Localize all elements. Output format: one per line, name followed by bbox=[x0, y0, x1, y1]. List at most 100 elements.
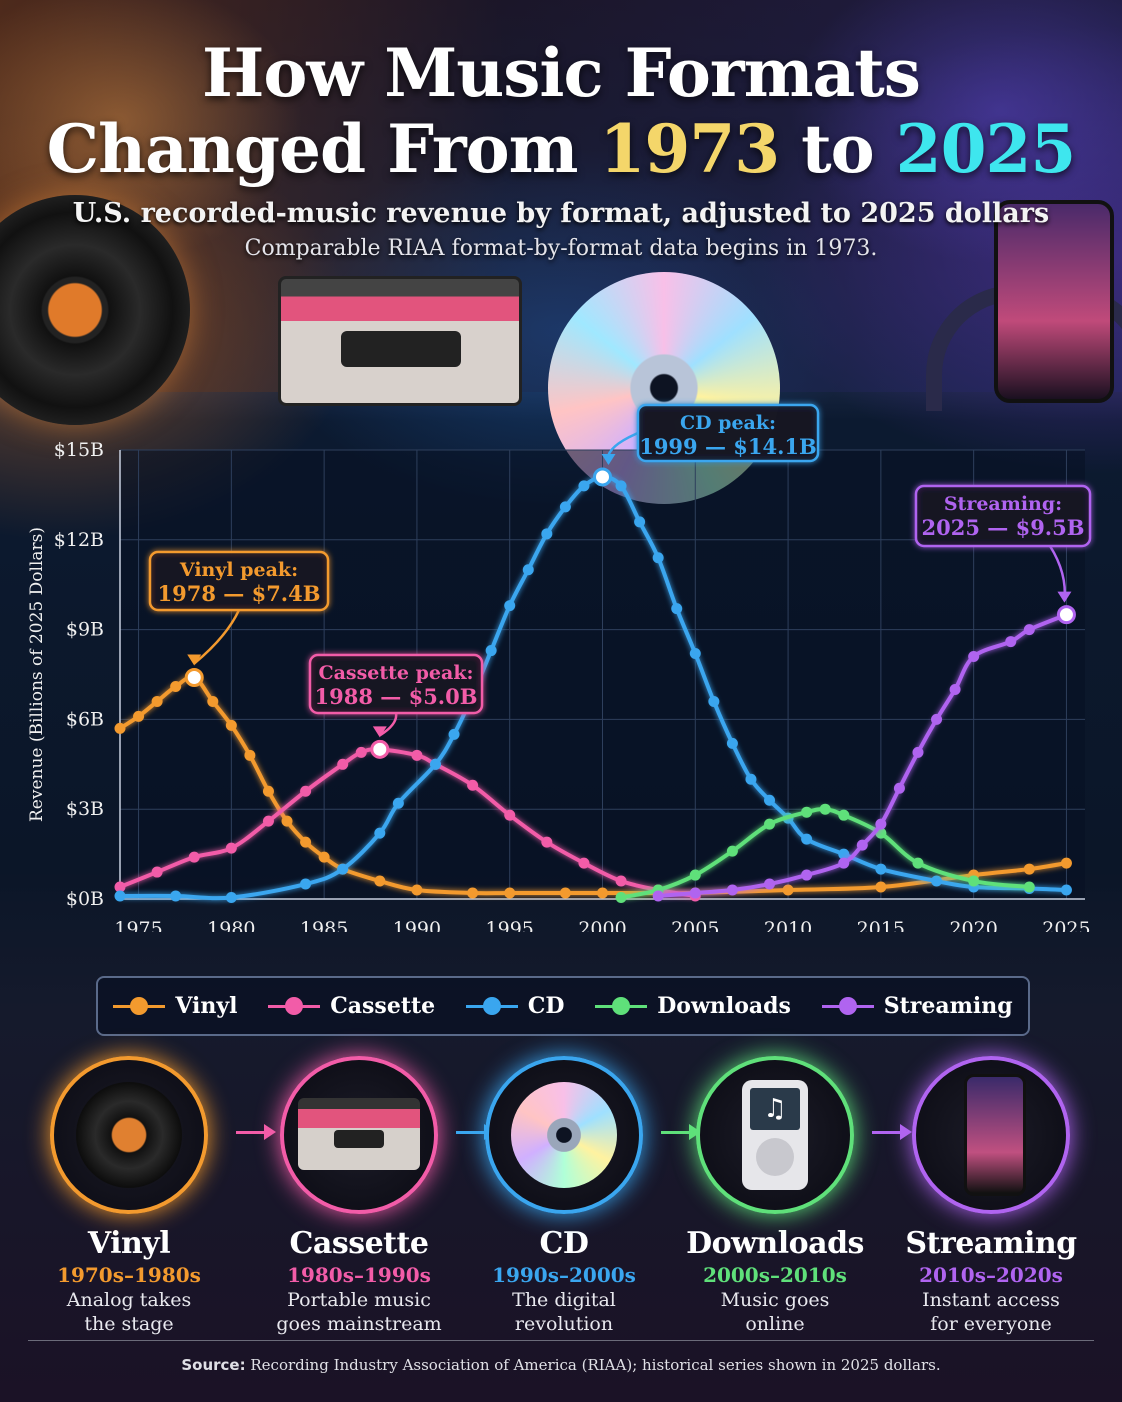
cassette-data-point bbox=[504, 809, 516, 821]
cassette-data-point bbox=[151, 866, 163, 878]
era-name: CD bbox=[539, 1226, 589, 1261]
streaming-data-point bbox=[801, 869, 813, 881]
annotation-line1: Vinyl peak: bbox=[179, 559, 298, 581]
downloads-data-point bbox=[819, 803, 831, 815]
cd-data-point bbox=[875, 863, 887, 875]
era-description: Portable music goes mainstream bbox=[276, 1289, 442, 1335]
streaming-data-point bbox=[1005, 636, 1017, 648]
cd-data-point bbox=[726, 737, 738, 749]
annotation-line2: 2025 — $9.5B bbox=[922, 515, 1085, 540]
x-tick-label: 2010 bbox=[764, 918, 812, 932]
vinyl-data-point bbox=[782, 884, 794, 896]
era-description: Analog takes the stage bbox=[66, 1289, 192, 1335]
cassette-illustration bbox=[278, 276, 522, 406]
annotation-line2: 1978 — $7.4B bbox=[158, 581, 321, 606]
vinyl-data-point bbox=[300, 836, 312, 848]
annotation-arrowhead bbox=[1057, 591, 1072, 603]
annotation-2: Cassette peak:1988 — $5.0B bbox=[308, 653, 484, 759]
vinyl-data-point bbox=[244, 749, 256, 761]
cd-data-point bbox=[931, 875, 943, 887]
y-tick-label: $9B bbox=[66, 619, 104, 641]
era-decades: 1970s–1980s bbox=[57, 1263, 201, 1287]
era-name: Streaming bbox=[905, 1226, 1077, 1261]
streaming-data-point bbox=[968, 651, 980, 663]
streaming-data-point bbox=[949, 683, 961, 695]
cd-data-point bbox=[764, 794, 776, 806]
annotation-box bbox=[308, 653, 484, 715]
annotation-box bbox=[636, 403, 820, 463]
legend-label: CD bbox=[527, 993, 565, 1019]
era-name: Cassette bbox=[289, 1226, 429, 1261]
subtitle: U.S. recorded-music revenue by format, a… bbox=[72, 198, 1050, 229]
cd-data-point bbox=[392, 797, 404, 809]
downloads-data-point bbox=[764, 818, 776, 830]
streaming-data-point bbox=[893, 782, 905, 794]
vinyl-data-point bbox=[504, 887, 516, 899]
cd-data-point bbox=[838, 848, 850, 860]
vinyl-data-point bbox=[318, 851, 330, 863]
downloads-data-point bbox=[615, 892, 627, 904]
source-label: Source: bbox=[181, 1356, 246, 1374]
annotation-line1: Cassette peak: bbox=[318, 662, 473, 684]
peak-marker bbox=[1056, 605, 1076, 625]
compact-disc-icon bbox=[485, 1056, 643, 1214]
x-tick-label: 2015 bbox=[857, 918, 905, 932]
timeline-arrow-icon bbox=[872, 1124, 912, 1140]
peak-marker bbox=[184, 667, 204, 687]
era-decades: 1990s–2000s bbox=[492, 1263, 636, 1287]
downloads-data-point bbox=[968, 875, 980, 887]
cassette-data-point bbox=[541, 836, 553, 848]
vinyl-data-point bbox=[151, 695, 163, 707]
era-vinyl: Vinyl 1970s–1980s Analog takes the stage bbox=[14, 1040, 244, 1337]
cd-data-point bbox=[114, 890, 126, 902]
vinyl-data-point bbox=[262, 785, 274, 797]
source-text: Recording Industry Association of Americ… bbox=[245, 1356, 941, 1374]
streaming-data-point bbox=[875, 818, 887, 830]
annotation-arrowhead bbox=[187, 654, 202, 666]
era-cd: CD 1990s–2000s The digital revolution bbox=[449, 1040, 679, 1337]
source-note: Source: Recording Industry Association o… bbox=[0, 1356, 1122, 1374]
era-cassette: Cassette 1980s–1990s Portable music goes m… bbox=[244, 1040, 474, 1337]
era-description: Instant access for everyone bbox=[922, 1289, 1060, 1335]
cassette-tape-icon bbox=[280, 1056, 438, 1214]
cassette-data-point bbox=[615, 875, 627, 887]
era-decades: 2000s–2010s bbox=[703, 1263, 847, 1287]
streaming-data-point bbox=[856, 839, 868, 851]
title-start-year: 1973 bbox=[599, 110, 780, 188]
vinyl-record-illustration bbox=[0, 195, 190, 425]
y-tick-label: $15B bbox=[54, 439, 104, 461]
header-banner bbox=[0, 0, 1122, 504]
vinyl-data-point bbox=[559, 887, 571, 899]
annotation-1: Vinyl peak:1978 — $7.4B bbox=[148, 550, 330, 687]
era-decades: 2010s–2020s bbox=[919, 1263, 1063, 1287]
vinyl-record-icon bbox=[50, 1056, 208, 1214]
vinyl-data-point bbox=[170, 680, 182, 692]
cd-data-point bbox=[634, 516, 646, 528]
cassette-data-point bbox=[225, 842, 237, 854]
streaming-data-point bbox=[652, 890, 664, 902]
legend-label: Cassette bbox=[330, 993, 436, 1019]
cd-data-point bbox=[578, 480, 590, 492]
y-axis-title: Revenue (Billions of 2025 Dollars) bbox=[27, 527, 47, 822]
chart-legend: Vinyl Cassette CD Downloads Streaming bbox=[96, 976, 1030, 1036]
annotation-line1: CD peak: bbox=[680, 412, 776, 434]
cd-data-point bbox=[801, 833, 813, 845]
vinyl-data-point bbox=[133, 710, 145, 722]
downloads-data-point bbox=[689, 869, 701, 881]
era-downloads: ♫ Downloads 2000s–2010s Music goes online bbox=[660, 1040, 890, 1337]
source-divider bbox=[28, 1340, 1094, 1341]
x-tick-label: 1995 bbox=[486, 918, 534, 932]
cd-data-point bbox=[652, 552, 664, 564]
downloads-data-point bbox=[912, 857, 924, 869]
x-tick-label: 1990 bbox=[393, 918, 441, 932]
cd-data-point bbox=[1060, 884, 1072, 896]
vinyl-data-point bbox=[374, 875, 386, 887]
title-line2-mid: to bbox=[779, 110, 896, 188]
y-tick-label: $3B bbox=[66, 798, 104, 820]
vinyl-data-point bbox=[1023, 863, 1035, 875]
cd-data-point bbox=[337, 863, 349, 875]
streaming-data-point bbox=[689, 887, 701, 899]
mp3-player-icon: ♫ bbox=[696, 1056, 854, 1214]
cassette-data-point bbox=[355, 746, 367, 758]
